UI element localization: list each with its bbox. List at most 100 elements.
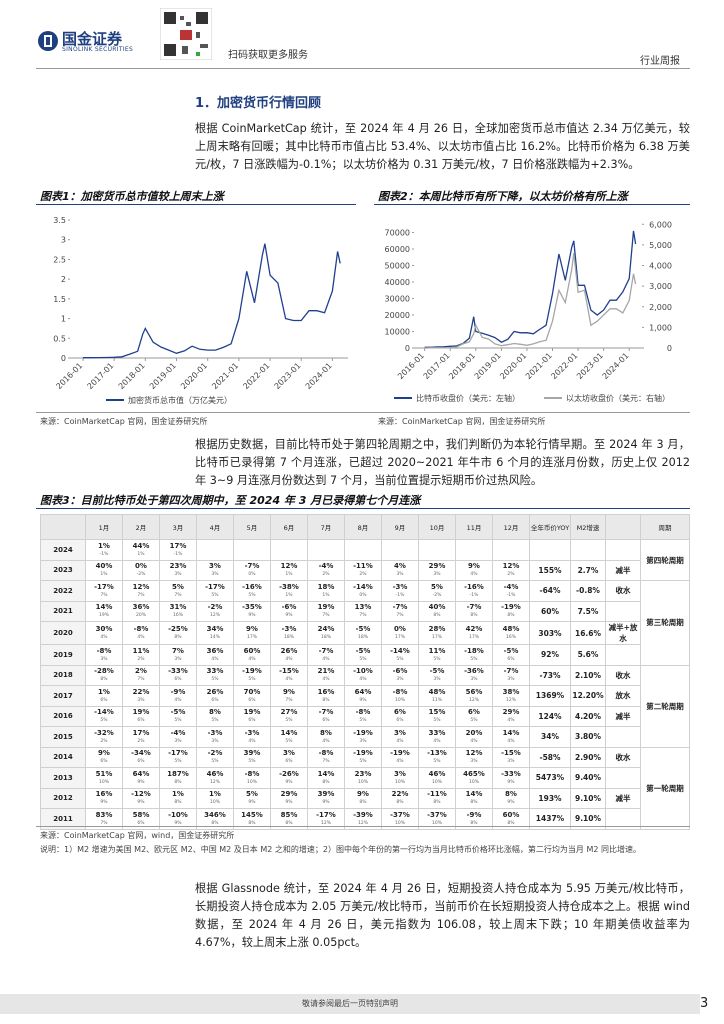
price-change: -9% — [466, 810, 482, 819]
m2-growth-cell: 12.20% — [570, 685, 606, 707]
cycle-cell: 第二轮周期 — [640, 664, 690, 748]
x-tick-label: 2017-01 — [422, 351, 452, 381]
price-change: -7% — [392, 603, 408, 612]
m2-change: 8% — [174, 800, 182, 806]
yoy-cell: 92% — [529, 644, 571, 666]
month-cell: 40% 1% — [85, 559, 123, 581]
month-cell: 19% 6% — [122, 705, 160, 727]
price-change: 38% — [502, 687, 520, 696]
price-change: 1% — [172, 790, 184, 799]
price-change: 465% — [463, 769, 485, 778]
note-cell: 减半 — [605, 787, 641, 809]
price-change: 44% — [132, 541, 150, 550]
m2-change: 6% — [137, 718, 145, 724]
price-change: -19% — [353, 749, 373, 758]
m2-growth: 9.40% — [574, 773, 602, 783]
month-cell: -18% 5% — [455, 644, 493, 666]
m2-growth-cell: 2.10% — [570, 664, 606, 686]
price-change: -7% — [318, 646, 334, 655]
month-cell: 28% 17% — [418, 621, 456, 645]
price-change: -6% — [392, 667, 408, 676]
m2-change: 8% — [100, 677, 108, 683]
month-cell: 18% 1% — [307, 580, 345, 602]
price-change: 33% — [428, 728, 446, 737]
logo — [38, 31, 58, 51]
month-cell: 1% 8% — [159, 787, 197, 809]
footer-bar — [0, 994, 700, 1014]
year-cell: 2014 — [40, 746, 86, 768]
legend-label: 比特币收盘价（美元：左轴） — [416, 393, 520, 403]
price-change: 6% — [394, 708, 406, 717]
price-change: 60% — [243, 646, 261, 655]
price-change: -3% — [281, 625, 297, 633]
month-cell: 31% 16% — [159, 600, 197, 622]
month-cell: 12% 1% — [270, 559, 308, 581]
price-change: 9% — [357, 790, 369, 799]
m2-change: 4% — [470, 572, 478, 578]
price-change: -5% — [429, 667, 445, 676]
price-change: 346% — [204, 810, 226, 819]
note: 收水 — [615, 670, 631, 680]
m2-growth-cell: 2.7% — [570, 559, 606, 581]
table-row: 2012 16% 9% -12% 9% 1% 8% 1% 10% 5% 9% 29% 9% 39% 9% 9%… — [40, 787, 690, 809]
price-change: 40% — [428, 603, 446, 612]
m2-growth: 9.10% — [574, 814, 602, 824]
m2-growth: 7.5% — [577, 606, 599, 616]
month-cell: 36% 4% — [196, 644, 234, 666]
month-cell: 23% 3% — [159, 559, 197, 581]
paragraph: 根据 Glassnode 统计，至 2024 年 4 月 26 日，短期投资人持… — [195, 882, 690, 949]
month-cell — [492, 539, 530, 561]
y-tick-label: 0 — [61, 354, 66, 363]
yoy-cell: 155% — [529, 559, 571, 581]
m2-change: 4% — [359, 677, 367, 683]
price-change: 16% — [317, 687, 335, 696]
price-change: 145% — [241, 810, 263, 819]
month-cell: 30% 4% — [85, 621, 123, 645]
price-change: 20% — [465, 728, 483, 737]
m2-change: 4% — [285, 656, 293, 662]
year-cell: 2013 — [40, 767, 86, 789]
x-tick-label: 2023-01 — [273, 361, 303, 391]
m2-change: 7% — [137, 677, 145, 683]
m2-change: 6% — [507, 656, 515, 662]
price-change: 22% — [132, 687, 150, 696]
m2-growth-cell: 2.90% — [570, 746, 606, 768]
price-change: 19% — [243, 708, 261, 717]
price-change: -14% — [94, 708, 114, 717]
month-cell — [233, 539, 271, 561]
footer-disclaimer: 敬请参阅最后一页特别声明 — [302, 999, 398, 1008]
price-change: -28% — [94, 667, 114, 676]
month-cell: 33% 4% — [418, 726, 456, 748]
cycle-cell: 第一轮周期 — [640, 746, 690, 830]
price-change: -14% — [353, 582, 373, 591]
price-change: -15% — [501, 749, 521, 758]
m2-change: 6% — [137, 820, 145, 826]
x-tick-label: 2024-01 — [601, 351, 631, 381]
month-cell: -3% 4% — [233, 726, 271, 748]
m2-growth-cell: 5.6% — [570, 644, 606, 666]
month-cell: 29% 4% — [492, 705, 530, 727]
m2-growth: 16.6% — [574, 628, 602, 638]
m2-change: 9% — [359, 697, 367, 703]
month-cell: 1% -1% — [85, 539, 123, 561]
m2-change: 5% — [470, 718, 478, 724]
month-cell: -14% 5% — [381, 644, 419, 666]
price-change: 70% — [243, 687, 261, 696]
y-tick-label: 2.5 — [53, 255, 66, 264]
price-change: 46% — [206, 769, 224, 778]
month-cell: 19% 7% — [307, 600, 345, 622]
price-change: 24% — [317, 625, 335, 633]
price-change: -19% — [242, 667, 262, 676]
month-cell: 12% 7% — [122, 580, 160, 602]
month-cell: -17% 5% — [196, 580, 234, 602]
m2-change: 10% — [394, 697, 405, 703]
month-cell: 12% 3% — [455, 746, 493, 768]
price-change: -4% — [170, 728, 186, 737]
price-change: -8% — [355, 708, 371, 717]
m2-change: 8% — [211, 820, 219, 826]
price-change: -4% — [318, 562, 334, 571]
yoy-cell: 5473% — [529, 767, 571, 789]
month-cell: 14% 19% — [85, 600, 123, 622]
figure-rule — [36, 204, 356, 205]
month-cell: 34% 14% — [196, 621, 234, 645]
